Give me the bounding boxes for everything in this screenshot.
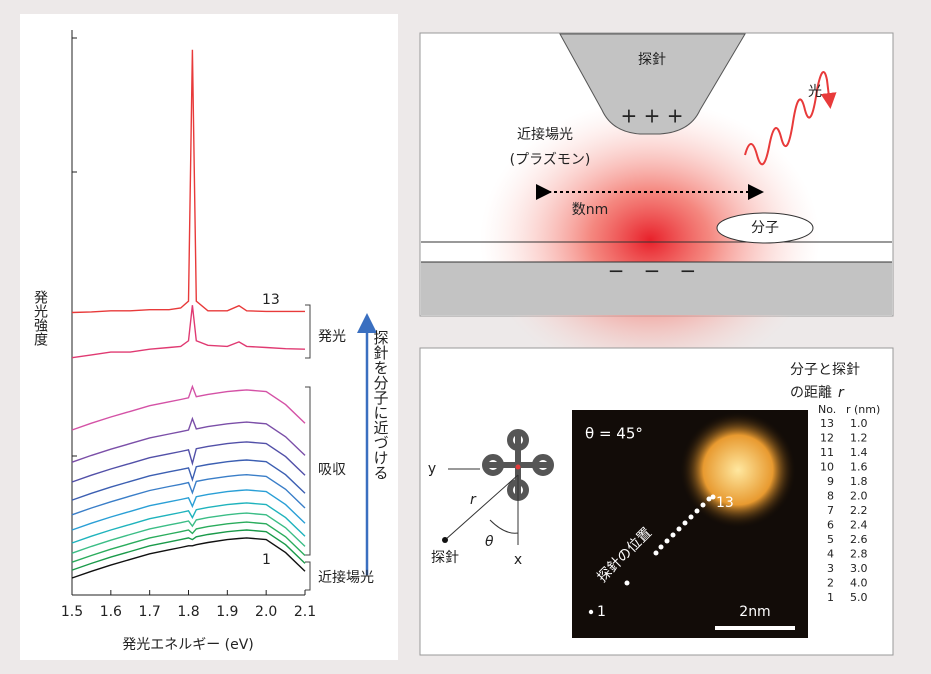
page: 1.51.61.71.81.92.02.1発光エネルギー (eV)発光強度131…: [0, 0, 931, 674]
table-cell: 10: [820, 461, 834, 474]
first-label: 1: [597, 604, 606, 620]
figure: 1.51.61.71.81.92.02.1発光エネルギー (eV)発光強度131…: [0, 0, 931, 670]
panel-title: 分子と探針: [790, 362, 860, 378]
near-field-label: 近接場光: [517, 126, 573, 143]
panel-title: の距離: [790, 384, 832, 401]
table-cell: 1.0: [850, 417, 868, 430]
tip-label: 探針: [431, 550, 459, 566]
last-label: 13: [716, 495, 734, 511]
scale-bar-label: 2nm: [739, 604, 770, 620]
theta-label: θ: [485, 534, 494, 550]
bracket-label: 近接場光: [318, 569, 374, 586]
table-cell: 2.6: [850, 533, 868, 546]
x-tick-label: 2.1: [294, 604, 316, 620]
table-cell: 1.6: [850, 461, 868, 474]
axis-x-label: x: [514, 552, 522, 568]
axis-y-label: y: [428, 461, 436, 477]
table-cell: 2: [827, 577, 834, 590]
bracket-label: 発光: [318, 329, 346, 345]
table-cell: 5.0: [850, 591, 868, 604]
x-axis-label: 発光エネルギー (eV): [122, 637, 254, 653]
table-cell: 1.4: [850, 446, 868, 459]
tip-label: 探針: [638, 52, 666, 68]
bracket-label: 吸収: [318, 462, 346, 478]
x-tick-label: 1.8: [177, 604, 199, 620]
arrow-label: 探針を分子に近づける: [372, 330, 390, 480]
scale-label: 数nm: [572, 202, 609, 218]
table-cell: 7: [827, 504, 834, 517]
table-cell: 6: [827, 519, 834, 532]
table-cell: 11: [820, 446, 834, 459]
x-tick-label: 1.7: [139, 604, 161, 620]
center-dot: [516, 465, 521, 470]
table-cell: 1.2: [850, 432, 868, 445]
table-header: r (nm): [846, 403, 880, 416]
table-cell: 4.0: [850, 577, 868, 590]
x-tick-label: 1.9: [216, 604, 238, 620]
table-header: No.: [818, 403, 836, 416]
molecule-label: 分子: [751, 220, 779, 236]
table-cell: 2.4: [850, 519, 868, 532]
x-tick-label: 1.6: [100, 604, 122, 620]
y-axis-label: 発光強度: [32, 290, 48, 346]
table-cell: 3: [827, 562, 834, 575]
table-cell: 2.0: [850, 490, 868, 503]
table-cell: 8: [827, 490, 834, 503]
table-cell: 13: [820, 417, 834, 430]
x-tick-label: 2.0: [255, 604, 277, 620]
table-cell: 1.8: [850, 475, 868, 488]
light-label: 光: [808, 84, 822, 100]
tip-charge: + + +: [621, 104, 684, 128]
table-cell: 1: [827, 591, 834, 604]
angle-label: θ = 45°: [585, 425, 643, 443]
curve-label: 13: [262, 292, 280, 308]
tip-dot: [442, 537, 448, 543]
table-cell: 5: [827, 533, 834, 546]
table-cell: 12: [820, 432, 834, 445]
x-tick-label: 1.5: [61, 604, 83, 620]
plasmon-label: (プラズモン): [510, 152, 591, 168]
table-cell: 3.0: [850, 562, 868, 575]
table-cell: 2.8: [850, 548, 868, 561]
table-cell: 2.2: [850, 504, 868, 517]
table-cell: 4: [827, 548, 834, 561]
curve-label: 1: [262, 552, 271, 568]
table-cell: 9: [827, 475, 834, 488]
surface-charge: − − −: [608, 259, 696, 283]
